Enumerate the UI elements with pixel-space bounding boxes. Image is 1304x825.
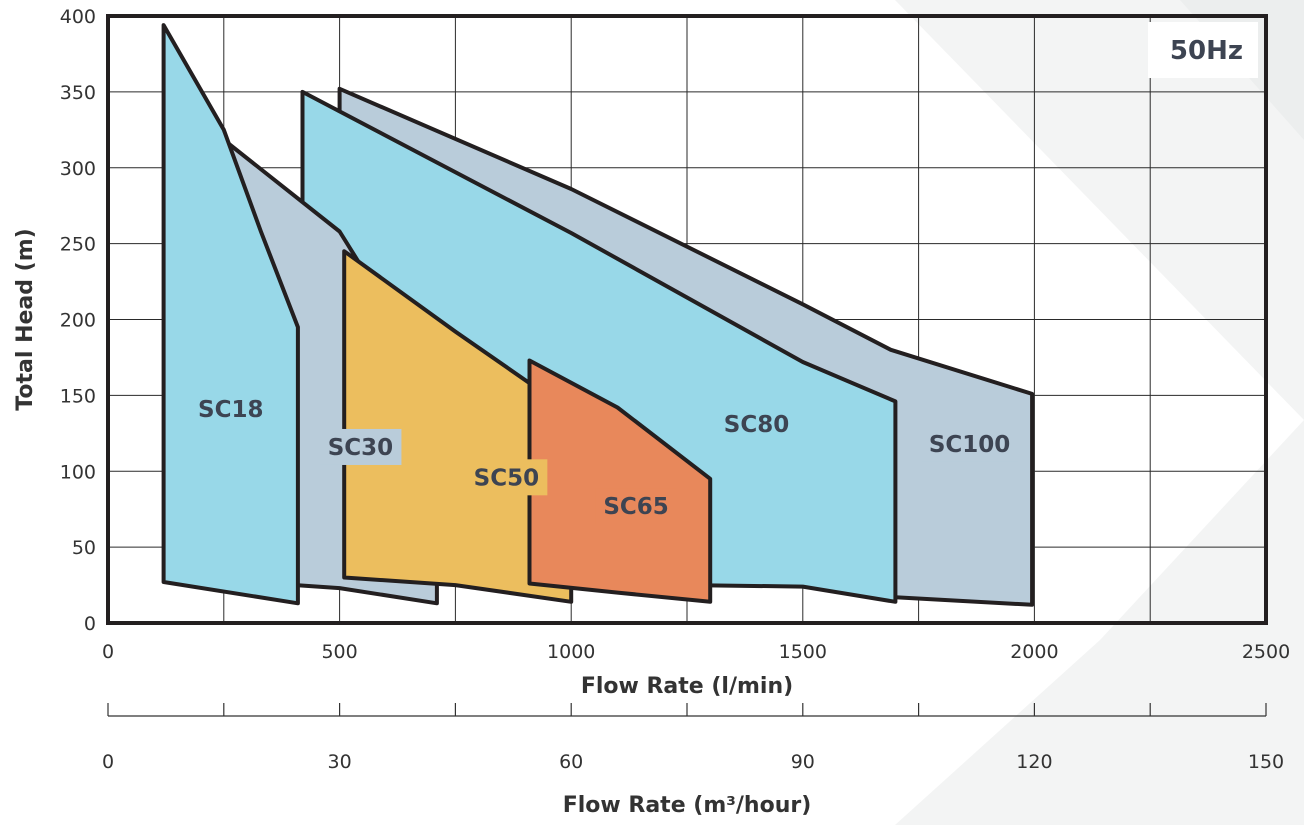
region-sc50 — [342, 249, 574, 604]
secondary-x-tick-label: 60 — [559, 751, 583, 773]
x-tick-label: 500 — [321, 641, 357, 663]
pump-regions — [161, 23, 1035, 607]
region-label-bg — [319, 428, 402, 465]
region-label-sc18: SC18 — [198, 397, 263, 423]
y-axis-title: Total Head (m) — [13, 228, 38, 410]
region-label-sc80: SC80 — [724, 412, 789, 438]
frequency-label: 50Hz — [1170, 36, 1243, 66]
secondary-x-tick-label: 120 — [1016, 751, 1052, 773]
region-label-sc65: SC65 — [603, 494, 668, 520]
secondary-x-axis-title: Flow Rate (m³/hour) — [563, 793, 812, 818]
region-sc18 — [161, 23, 300, 606]
frequency-badge-bg — [1148, 22, 1258, 78]
y-tick-label: 250 — [60, 234, 96, 256]
x-tick-label: 2500 — [1242, 641, 1290, 663]
secondary-x-tick-label: 150 — [1248, 751, 1284, 773]
frequency-badge: 50Hz — [1148, 22, 1258, 78]
region-label-bg — [715, 406, 798, 443]
region-label-sc30: SC30 — [328, 435, 393, 461]
y-tick-label: 400 — [60, 6, 96, 28]
x-axis-title: Flow Rate (l/min) — [581, 674, 793, 699]
y-tick-label: 300 — [60, 158, 96, 180]
y-tick-label: 0 — [84, 613, 96, 635]
secondary-x-tick-label: 90 — [791, 751, 815, 773]
y-tick-label: 100 — [60, 461, 96, 483]
y-tick-label: 200 — [60, 310, 96, 332]
region-label-bg — [595, 488, 678, 525]
plot-frame — [106, 14, 1268, 625]
watermark-shape — [895, 420, 1304, 825]
x-tick-label: 1000 — [547, 641, 595, 663]
region-label-bg — [189, 391, 272, 428]
secondary-x-axis: 0 30 60 90 120 150 — [102, 703, 1284, 773]
axis-titles: Flow Rate (l/min) Flow Rate (m³/hour) Tota… — [13, 228, 811, 818]
region-labels: SC100 SC80 SC30 SC50 SC65 SC18 — [189, 391, 1019, 525]
region-label-sc100: SC100 — [929, 432, 1010, 458]
region-label-bg — [465, 459, 548, 496]
y-tick-label: 150 — [60, 385, 96, 407]
x-tick-label: 0 — [102, 641, 114, 663]
region-label-bg — [921, 425, 1019, 462]
y-tick-label: 50 — [72, 537, 96, 559]
secondary-x-tick-label: 30 — [328, 751, 352, 773]
region-label-sc50: SC50 — [474, 465, 539, 491]
region-sc65 — [527, 358, 713, 604]
y-tick-label: 350 — [60, 82, 96, 104]
watermark-shape — [895, 0, 1304, 420]
x-tick-label: 2000 — [1010, 641, 1058, 663]
x-tick-label: 1500 — [779, 641, 827, 663]
secondary-x-tick-label: 0 — [102, 751, 114, 773]
x-tick-labels: 0 500 1000 1500 2000 2500 — [102, 641, 1290, 663]
y-tick-labels: 0 50 100 150 200 250 300 350 400 — [60, 6, 96, 635]
